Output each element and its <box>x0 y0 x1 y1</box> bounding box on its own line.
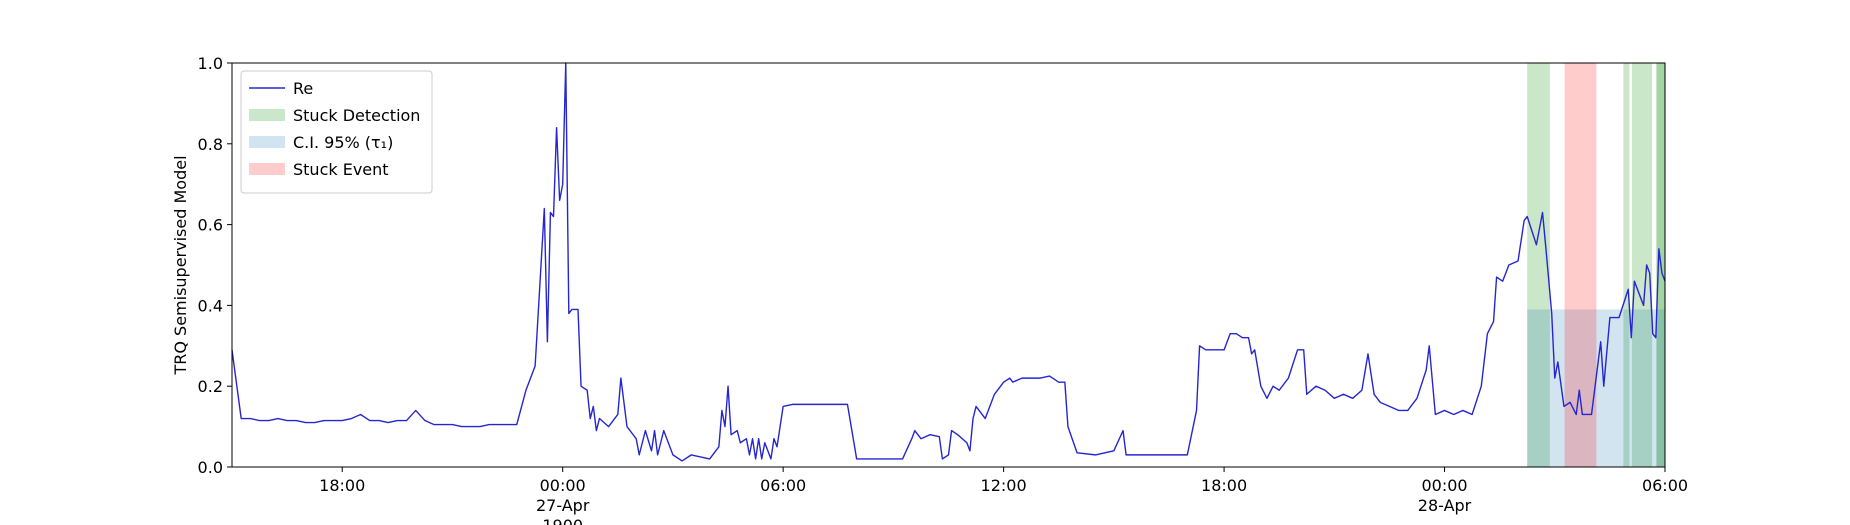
legend-patch <box>249 163 285 175</box>
x-tick-label: 18:00 <box>319 476 365 495</box>
y-tick-label: 0.0 <box>198 458 223 477</box>
y-tick-label: 0.6 <box>198 216 223 235</box>
x-tick-label: 06:00 <box>760 476 806 495</box>
y-tick-label: 0.8 <box>198 135 223 154</box>
plot-frame <box>231 62 1666 468</box>
y-tick-label: 0.4 <box>198 296 223 315</box>
shaded-region <box>1631 63 1653 467</box>
x-tick-label: 12:00 <box>981 476 1027 495</box>
legend-patch <box>249 109 285 121</box>
y-tick-label: 1.0 <box>198 54 223 73</box>
shaded-region <box>1527 309 1665 467</box>
legend-label: C.I. 95% (τ₁) <box>293 133 393 152</box>
legend-box <box>240 70 433 194</box>
shaded-region <box>1527 63 1550 467</box>
legend-patch <box>249 136 285 148</box>
legend-label: Re <box>293 79 313 98</box>
y-axis-label: TRQ Semisupervised Model <box>171 155 190 375</box>
legend-label: Stuck Detection <box>293 106 420 125</box>
legend-label: Stuck Event <box>293 160 389 179</box>
x-tick-label: 18:00 <box>1201 476 1247 495</box>
x-tick-label: 06:00 <box>1642 476 1688 495</box>
shaded-region <box>1623 63 1630 467</box>
y-tick-label: 0.2 <box>198 377 223 396</box>
data-line <box>231 62 1666 462</box>
shaded-region <box>1564 63 1597 467</box>
x-tick-label: 00:00 28-Apr <box>1418 476 1472 515</box>
